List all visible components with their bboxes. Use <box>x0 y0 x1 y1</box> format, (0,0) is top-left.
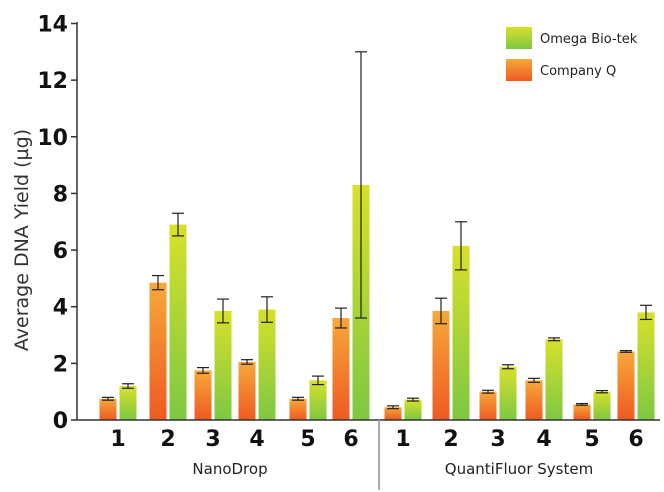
bar-omega <box>309 380 327 420</box>
x-tick-label: 1 <box>395 427 410 452</box>
y-tick-label: 0 <box>53 409 68 434</box>
legend-label-company-q: Company Q <box>540 64 616 79</box>
bar-company-q <box>332 318 350 420</box>
x-tick-label: 3 <box>205 427 220 452</box>
bar-company-q <box>432 310 450 420</box>
bar-company-q <box>149 282 167 420</box>
bars <box>99 184 655 420</box>
y-axis-label: Average DNA Yield (µg) <box>11 129 33 351</box>
y-tick-label: 2 <box>53 352 68 377</box>
error-bar-company-q <box>292 396 304 401</box>
bar-omega <box>119 386 137 420</box>
error-bar-company-q <box>620 350 632 353</box>
error-bar-company-q <box>241 359 253 365</box>
y-tick-label: 10 <box>37 126 68 151</box>
x-tick-label: 2 <box>160 427 175 452</box>
x-tick-label: 4 <box>249 427 264 452</box>
x-tick-label: 5 <box>584 427 599 452</box>
group-label-quantifluor: QuantiFluor System <box>445 460 593 478</box>
y-tick-label: 4 <box>53 296 68 321</box>
error-bars <box>102 51 652 410</box>
bar-company-q <box>289 398 307 420</box>
error-bar-omega <box>455 221 467 271</box>
error-bar-company-q <box>528 377 540 383</box>
error-bar-omega <box>640 304 652 321</box>
legend-swatch-omega <box>506 27 532 49</box>
bar-omega <box>637 312 655 420</box>
bar-company-q <box>617 351 635 420</box>
error-bar-omega <box>502 364 514 370</box>
error-bar-company-q <box>152 274 164 291</box>
x-tick-label: 6 <box>628 427 643 452</box>
bar-omega <box>545 339 563 420</box>
group-label-nanodrop: NanoDrop <box>192 460 267 478</box>
error-bar-omega <box>548 337 560 342</box>
error-bar-omega <box>407 397 419 402</box>
error-bar-company-q <box>102 396 114 401</box>
bar-omega <box>593 391 611 420</box>
error-bar-omega <box>596 389 608 394</box>
legend: Omega Bio-tek Company Q <box>506 27 638 81</box>
error-bar-omega <box>355 51 367 319</box>
error-bar-omega <box>122 383 134 389</box>
bar-company-q <box>238 361 256 420</box>
y-tick-label: 14 <box>37 13 68 38</box>
x-tick-label: 6 <box>343 427 358 452</box>
bar-omega <box>258 309 276 420</box>
error-bar-company-q <box>197 367 209 374</box>
x-tick-label: 3 <box>490 427 505 452</box>
legend-swatch-company-q <box>506 59 532 81</box>
bar-company-q <box>99 398 117 420</box>
error-bar-company-q <box>482 389 494 394</box>
error-bar-omega <box>261 296 273 323</box>
bar-omega <box>214 310 232 420</box>
error-bar-company-q <box>335 307 347 329</box>
x-tick-label: 5 <box>300 427 315 452</box>
bar-company-q <box>384 407 402 420</box>
y-tick-label: 6 <box>53 239 68 264</box>
error-bar-company-q <box>576 402 588 406</box>
error-bar-omega <box>172 212 184 237</box>
legend-label-omega: Omega Bio-tek <box>540 32 638 47</box>
error-bar-company-q <box>435 297 447 325</box>
bar-company-q <box>194 370 212 420</box>
x-tick-label: 2 <box>443 427 458 452</box>
y-tick-label: 8 <box>53 182 68 207</box>
bar-company-q <box>573 404 591 420</box>
error-bar-omega <box>217 298 229 324</box>
bar-omega <box>452 245 470 420</box>
bar-omega <box>404 399 422 420</box>
error-bar-omega <box>312 375 324 386</box>
y-tick-label: 12 <box>37 69 68 94</box>
x-axis-ticks: 1 2 3 4 5 6 1 2 3 4 5 6 <box>110 427 643 452</box>
x-tick-label: 1 <box>110 427 125 452</box>
y-axis-ticks: 0 2 4 6 8 10 12 14 <box>37 13 77 434</box>
error-bar-company-q <box>387 405 399 410</box>
bar-omega <box>499 366 517 420</box>
bar-company-q <box>479 391 497 420</box>
x-tick-label: 4 <box>536 427 551 452</box>
bar-omega <box>169 224 187 420</box>
bar-company-q <box>525 380 543 420</box>
